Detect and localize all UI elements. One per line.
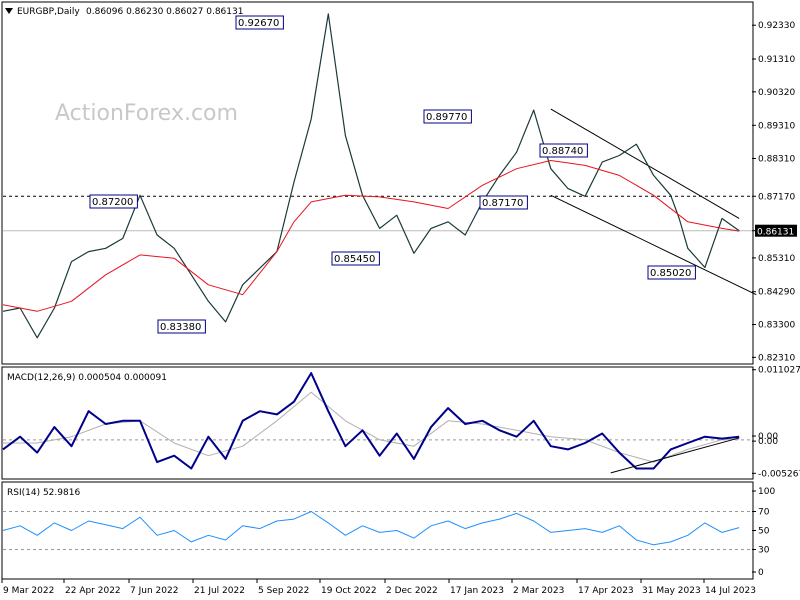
price-line xyxy=(2,13,740,339)
current-price-box xyxy=(755,224,797,237)
rsi-title: RSI(14) 52.9816 xyxy=(7,488,80,498)
macd-tick-label: 0.00 xyxy=(758,432,778,442)
price-annotations: 0.92670 0.89770 0.88740 0.87200 0.87170 0.854… xyxy=(89,15,696,334)
macd-trendline xyxy=(610,437,740,474)
moving-average-line xyxy=(2,160,740,312)
x-tick-label: 17 Jan 2023 xyxy=(450,586,504,596)
x-tick-label: 2 Dec 2022 xyxy=(386,586,438,596)
annotation-label: 0.89770 xyxy=(426,112,467,123)
price-series xyxy=(2,13,757,339)
current-price-label: 0.86131 xyxy=(757,228,794,238)
rsi-line xyxy=(2,511,740,546)
annotation-box xyxy=(331,251,380,266)
annotation-label: 0.85020 xyxy=(650,268,691,279)
x-tick-label: 22 Apr 2022 xyxy=(65,586,121,596)
channel-upper xyxy=(550,108,740,219)
rsi-tick-label: 30 xyxy=(758,546,770,556)
x-tick-label: 19 Oct 2022 xyxy=(321,586,377,596)
price-grid xyxy=(3,195,752,232)
annotation-label: 0.87170 xyxy=(482,198,523,209)
header-symbol: EURGBP,Daily xyxy=(17,7,80,17)
x-axis: 9 Mar 2022 22 Apr 2022 7 Jun 2022 21 Jul 20… xyxy=(1,579,756,596)
price-tick-label: 0.92330 xyxy=(758,21,795,31)
x-tick-label: 9 Mar 2022 xyxy=(3,586,54,596)
price-tick-label: 0.89310 xyxy=(758,121,795,131)
rsi-tick-label: 70 xyxy=(758,508,770,518)
annotation-label: 0.83380 xyxy=(160,322,201,333)
annotation-label: 0.85450 xyxy=(334,254,375,265)
annotation-box xyxy=(89,194,138,209)
watermark: ActionForex.com xyxy=(55,101,238,126)
price-tick-label: 0.91310 xyxy=(758,55,795,65)
header-ohlc: 0.86096 0.86230 0.86027 0.86131 xyxy=(86,7,243,17)
annotation-box xyxy=(539,143,588,158)
price-tick-label: 0.88310 xyxy=(758,154,795,164)
annotation-label: 0.88740 xyxy=(542,146,583,157)
annotation-box xyxy=(423,109,472,124)
triangle-down-icon[interactable] xyxy=(5,8,13,14)
price-panel-frame xyxy=(1,1,754,365)
x-tick-label: 31 May 2023 xyxy=(642,586,701,596)
macd-tick-label: 0.011027 xyxy=(758,366,800,376)
annotation-box xyxy=(235,15,284,30)
macd-series xyxy=(2,372,752,474)
price-tick-label: 0.90320 xyxy=(758,88,795,98)
macd-tick-label: 0.00 xyxy=(758,437,778,447)
x-tick-label: 17 Apr 2023 xyxy=(578,586,634,596)
annotation-label: 0.87200 xyxy=(92,197,133,208)
rsi-panel-frame xyxy=(1,481,754,580)
rsi-series xyxy=(2,511,752,550)
price-tick-label: 0.82310 xyxy=(758,353,795,363)
macd-panel-frame xyxy=(1,366,754,480)
rsi-tick-label: 100 xyxy=(758,487,775,497)
annotation-label: 0.92670 xyxy=(238,18,279,29)
macd-signal-line xyxy=(3,391,740,463)
price-tick-label: 0.83300 xyxy=(758,321,795,331)
annotation-box xyxy=(479,195,528,210)
macd-title: MACD(12,26,9) 0.000504 0.000091 xyxy=(7,373,167,383)
annotation-box xyxy=(157,319,206,334)
price-tick-label: 0.84290 xyxy=(758,288,795,298)
price-tick-label: 0.85310 xyxy=(758,254,795,264)
annotation-box xyxy=(647,265,696,280)
x-tick-label: 5 Sep 2022 xyxy=(258,586,309,596)
rsi-tick-label: 50 xyxy=(758,527,770,537)
rsi-tick-label: 0 xyxy=(758,568,764,578)
x-tick-label: 2 Mar 2023 xyxy=(513,586,564,596)
channel-lower xyxy=(550,194,757,296)
rsi-y-ticks: 100 70 50 30 0 xyxy=(752,487,775,578)
macd-tick-label: -0.005267 xyxy=(758,469,800,479)
price-tick-label: 0.87170 xyxy=(758,192,795,202)
x-tick-label: 21 Jul 2022 xyxy=(194,586,245,596)
macd-line xyxy=(2,372,740,470)
x-tick-label: 14 Jul 2023 xyxy=(705,586,756,596)
x-tick-label: 7 Jun 2022 xyxy=(130,586,178,596)
macd-y-ticks: 0.011027 0.000.00 -0.005267 xyxy=(752,366,800,479)
price-y-ticks: 0.92330 0.91310 0.90320 0.89310 0.88310 0.871… xyxy=(752,21,797,363)
